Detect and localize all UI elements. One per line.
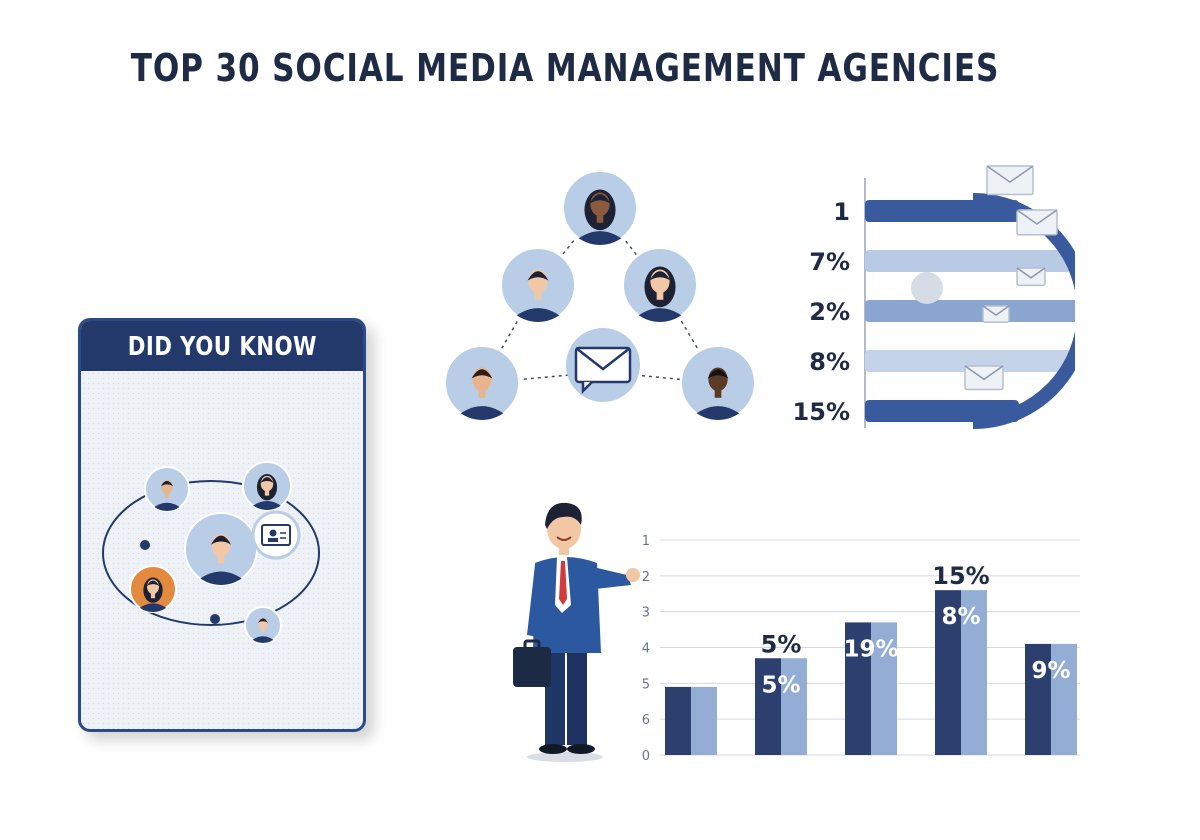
data-label-inner: 9% (1031, 658, 1070, 684)
did-you-know-card: DID YOU KNOW (78, 318, 366, 732)
bar-light (961, 590, 987, 755)
bar-dark (1025, 643, 1051, 755)
person-avatar-icon (622, 247, 698, 323)
card-heading: DID YOU KNOW (127, 332, 317, 362)
data-label-inner: 8% (941, 604, 980, 630)
decor-circle (911, 272, 943, 304)
envelope-icon (1016, 209, 1058, 236)
horizontal-bar-chart: 1 7% 2% 8% 15% (795, 165, 1075, 429)
y-tick-label: 6 (642, 713, 650, 728)
bar-dark (755, 658, 781, 755)
bar (865, 250, 1071, 272)
bar-label: 2% (809, 298, 850, 326)
bar-light (1051, 643, 1077, 755)
person-avatar-icon (129, 565, 177, 613)
envelope-icon (1016, 267, 1046, 287)
businessman-illustration (513, 502, 640, 762)
bar-light (871, 622, 897, 755)
data-label-inner: 19% (843, 636, 898, 662)
bar-light (691, 686, 717, 755)
team-network-diagram (444, 170, 756, 421)
envelope-icon (982, 305, 1010, 323)
page-title: TOP 30 SOCIAL MEDIA MANAGEMENT AGENCIES (130, 46, 1000, 90)
y-tick-label: 2 (642, 570, 650, 585)
vertical-bar-chart: 1 2 3 4 5 6 0 5% 5% 19% 15% 8% 9% (642, 534, 1080, 764)
envelope-icon (986, 165, 1034, 196)
envelope-icon (964, 365, 1004, 391)
data-label-top: 15% (932, 562, 989, 590)
person-avatar-icon (500, 247, 576, 323)
person-avatar-icon (444, 345, 520, 421)
data-label-inner: 5% (761, 672, 800, 698)
person-avatar-icon (680, 345, 756, 421)
person-avatar-icon (184, 512, 258, 586)
bar-label: 8% (809, 348, 850, 376)
y-tick-label: 3 (642, 606, 650, 621)
id-card-icon (251, 510, 301, 560)
y-tick-label: 5 (642, 677, 650, 692)
envelope-icon (566, 328, 640, 402)
bar-dark (935, 590, 961, 755)
person-avatar-icon (144, 466, 190, 512)
data-label-top: 5% (761, 630, 802, 658)
bar (865, 350, 1071, 372)
bar-dark (845, 622, 871, 755)
bar-label: 7% (809, 248, 850, 276)
person-avatar-icon (244, 606, 282, 644)
person-avatar-icon (562, 170, 638, 246)
bar-label: 15% (795, 398, 850, 426)
bar-light (781, 658, 807, 755)
briefcase-icon (513, 639, 551, 687)
bar-dark (665, 686, 691, 755)
people-network-diagram (102, 461, 320, 644)
bar (865, 300, 1075, 322)
y-tick-label: 0 (642, 749, 650, 764)
y-tick-label: 1 (642, 534, 650, 549)
y-tick-label: 4 (642, 642, 650, 657)
person-avatar-icon (242, 461, 292, 511)
card-header: DID YOU KNOW (81, 321, 363, 371)
bar-label: 1 (833, 198, 850, 226)
